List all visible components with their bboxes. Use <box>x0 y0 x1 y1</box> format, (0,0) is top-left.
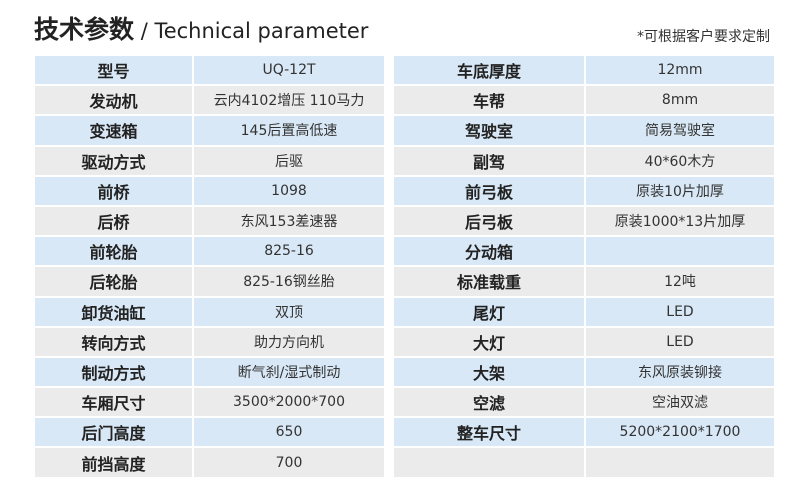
spec-value: 650 <box>194 418 384 449</box>
spec-value: 简易驾驶室 <box>586 116 774 147</box>
spec-value: 空油双滤 <box>586 388 774 419</box>
spec-label: 制动方式 <box>35 357 194 389</box>
spec-value: 云内4102增压 110马力 <box>194 86 384 117</box>
spec-value: 5200*2100*1700 <box>586 418 774 449</box>
spec-label: 后弓板 <box>394 206 586 238</box>
spec-label: 空滤 <box>394 388 586 419</box>
title-en: Technical parameter <box>154 19 369 43</box>
table-row: 驱动方式 后驱 <box>35 146 384 177</box>
table-row: 后桥 东风153差速器 <box>35 206 384 238</box>
spec-value: 12mm <box>586 56 774 87</box>
table-row: 空滤 空油双滤 <box>394 388 774 419</box>
spec-value: 825-16钢丝胎 <box>194 267 384 298</box>
table-row: 整车尺寸 5200*2100*1700 <box>394 418 774 449</box>
spec-value <box>586 237 774 268</box>
spec-label: 前弓板 <box>394 176 586 207</box>
spec-value: 助力方向机 <box>194 327 384 358</box>
spec-value: 12吨 <box>586 267 774 298</box>
spec-label: 整车尺寸 <box>394 418 586 449</box>
spec-value: 原装10片加厚 <box>586 176 774 207</box>
table-row <box>394 448 774 479</box>
spec-label <box>394 448 586 479</box>
spec-label: 分动箱 <box>394 237 586 268</box>
spec-label: 驱动方式 <box>35 146 194 177</box>
custom-note: *可根据客户要求定制 <box>637 29 770 45</box>
spec-label: 前桥 <box>35 176 194 207</box>
spec-label: 大灯 <box>394 327 586 358</box>
table-row: 车厢尺寸 3500*2000*700 <box>35 388 384 419</box>
table-row: 大架 东风原装铆接 <box>394 357 774 389</box>
table-row: 前弓板 原装10片加厚 <box>394 176 774 207</box>
spec-value: 双顶 <box>194 297 384 328</box>
spec-value: 8mm <box>586 86 774 117</box>
spec-label: 车底厚度 <box>394 56 586 87</box>
spec-value: LED <box>586 327 774 358</box>
spec-value: 700 <box>194 448 384 479</box>
spec-value: 1098 <box>194 176 384 207</box>
spec-label: 车厢尺寸 <box>35 388 194 419</box>
table-row: 转向方式 助力方向机 <box>35 327 384 358</box>
spec-table-right: 车底厚度 12mm 车帮 8mm 驾驶室 简易驾驶室 副驾 40*60木方 前弓板 原装10片加厚… <box>394 56 774 479</box>
table-row: 车帮 8mm <box>394 86 774 117</box>
spec-label: 大架 <box>394 357 586 389</box>
spec-value <box>586 448 774 479</box>
spec-value: UQ-12T <box>194 56 384 87</box>
table-row: 前轮胎 825-16 <box>35 237 384 268</box>
table-row: 型号 UQ-12T <box>35 56 384 87</box>
table-row: 车底厚度 12mm <box>394 56 774 87</box>
spec-label: 驾驶室 <box>394 116 586 147</box>
spec-label: 车帮 <box>394 86 586 117</box>
spec-value: 825-16 <box>194 237 384 268</box>
spec-value: 40*60木方 <box>586 146 774 177</box>
table-row: 副驾 40*60木方 <box>394 146 774 177</box>
table-row: 大灯 LED <box>394 327 774 358</box>
spec-label: 发动机 <box>35 86 194 117</box>
spec-label: 后门高度 <box>35 418 194 449</box>
title-cn: 技术参数 <box>34 15 135 44</box>
table-row: 变速箱 145后置高低速 <box>35 116 384 147</box>
spec-label: 前轮胎 <box>35 237 194 268</box>
table-row: 前桥 1098 <box>35 176 384 207</box>
spec-label: 副驾 <box>394 146 586 177</box>
spec-value: 东风153差速器 <box>194 206 384 238</box>
spec-label: 尾灯 <box>394 297 586 328</box>
spec-label: 转向方式 <box>35 327 194 358</box>
spec-value: 3500*2000*700 <box>194 388 384 419</box>
spec-label: 前挡高度 <box>35 448 194 479</box>
spec-value: 145后置高低速 <box>194 116 384 147</box>
table-row: 尾灯 LED <box>394 297 774 328</box>
spec-value: 东风原装铆接 <box>586 357 774 389</box>
spec-value: 原装1000*13片加厚 <box>586 206 774 238</box>
spec-value: 断气刹/湿式制动 <box>194 357 384 389</box>
page-title: 技术参数 / Technical parameter <box>34 10 368 46</box>
table-row: 制动方式 断气刹/湿式制动 <box>35 357 384 389</box>
spec-label: 卸货油缸 <box>35 297 194 328</box>
table-row: 后弓板 原装1000*13片加厚 <box>394 206 774 238</box>
spec-label: 型号 <box>35 56 194 87</box>
table-row: 卸货油缸 双顶 <box>35 297 384 328</box>
spec-value: 后驱 <box>194 146 384 177</box>
table-row: 分动箱 <box>394 237 774 268</box>
spec-label: 后桥 <box>35 206 194 238</box>
spec-label: 标准载重 <box>394 267 586 298</box>
spec-label: 变速箱 <box>35 116 194 147</box>
table-row: 驾驶室 简易驾驶室 <box>394 116 774 147</box>
table-row: 后门高度 650 <box>35 418 384 449</box>
title-separator: / <box>134 19 155 43</box>
spec-label: 后轮胎 <box>35 267 194 298</box>
table-row: 发动机 云内4102增压 110马力 <box>35 86 384 117</box>
spec-table-left: 型号 UQ-12T 发动机 云内4102增压 110马力 变速箱 145后置高低速 驱动方式… <box>35 56 384 479</box>
spec-value: LED <box>586 297 774 328</box>
table-row: 标准载重 12吨 <box>394 267 774 298</box>
table-row: 后轮胎 825-16钢丝胎 <box>35 267 384 298</box>
table-row: 前挡高度 700 <box>35 448 384 479</box>
